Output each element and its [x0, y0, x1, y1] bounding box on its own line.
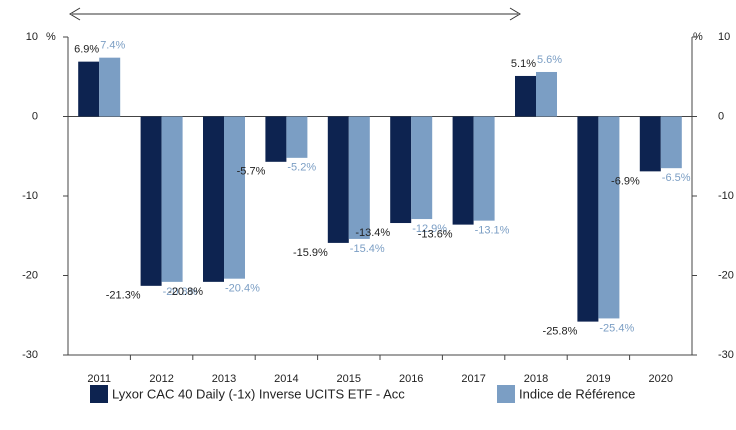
value-label: -13.6% [418, 229, 453, 241]
y2-tick-label: -10 [718, 190, 734, 202]
legend-swatch [497, 385, 515, 403]
bar [515, 75, 536, 117]
bar [78, 61, 100, 117]
value-label: -5.2% [287, 162, 316, 174]
x-tick-label: 2016 [399, 373, 423, 385]
bar [660, 116, 682, 169]
bar [140, 116, 162, 286]
bar [327, 116, 349, 243]
bar [348, 116, 370, 239]
y-tick-label: -30 [22, 349, 38, 361]
value-label: -21.3% [106, 290, 141, 302]
legend-swatch [90, 385, 108, 403]
value-label: 5.1% [511, 58, 536, 70]
bar [577, 116, 599, 322]
bar [390, 116, 412, 224]
bar [411, 116, 433, 220]
x-tick-label: 2011 [87, 373, 111, 385]
x-tick-label: 2015 [337, 373, 361, 385]
y2-tick-label: -20 [718, 269, 734, 281]
bar [452, 116, 474, 225]
bar [203, 116, 224, 282]
value-label: -5.7% [237, 166, 266, 178]
bar [639, 116, 661, 172]
value-label: -20.4% [225, 283, 260, 295]
y2-tick-label: 0 [718, 110, 724, 122]
y-tick-label: 10 [26, 31, 38, 43]
x-tick-label: 2020 [649, 373, 673, 385]
y-tick-label: -20 [22, 269, 38, 281]
bar [286, 116, 308, 158]
bar [265, 116, 287, 162]
x-tick-label: 2014 [274, 373, 298, 385]
bar [473, 116, 495, 221]
value-label: 5.6% [537, 54, 562, 66]
x-tick-label: 2017 [461, 373, 485, 385]
x-tick-label: 2019 [586, 373, 610, 385]
value-label: -15.9% [293, 247, 328, 259]
y2-axis-label: % [693, 31, 703, 43]
legend-text: Lyxor CAC 40 Daily (-1x) Inverse UCITS E… [112, 386, 405, 401]
legend-text: Indice de Référence [519, 386, 635, 401]
value-label: -20.8% [168, 286, 203, 298]
bar [99, 57, 121, 117]
value-label: -13.4% [355, 227, 390, 239]
value-label: -12.9% [412, 223, 447, 235]
value-label: -15.4% [350, 243, 385, 255]
value-label: -25.8% [543, 326, 578, 338]
bar [598, 116, 620, 319]
value-label: -6.5% [662, 172, 691, 184]
y-axis-label: % [46, 31, 56, 43]
bar [224, 116, 245, 279]
x-tick-label: 2013 [212, 373, 236, 385]
value-label: -13.1% [475, 225, 510, 237]
y-tick-label: 0 [32, 110, 38, 122]
bar [536, 71, 557, 117]
y2-tick-label: 10 [718, 31, 730, 43]
value-label: 7.4% [100, 40, 125, 52]
y2-tick-label: -30 [718, 349, 734, 361]
x-tick-label: 2018 [524, 373, 548, 385]
value-label: -25.4% [599, 322, 634, 334]
y-tick-label: -10 [22, 190, 38, 202]
value-label: -20.8% [163, 286, 198, 298]
bar [161, 116, 183, 282]
x-tick-label: 2012 [149, 373, 173, 385]
period-arrow [69, 7, 521, 21]
value-label: 6.9% [74, 44, 99, 56]
value-label: -6.9% [611, 175, 640, 187]
